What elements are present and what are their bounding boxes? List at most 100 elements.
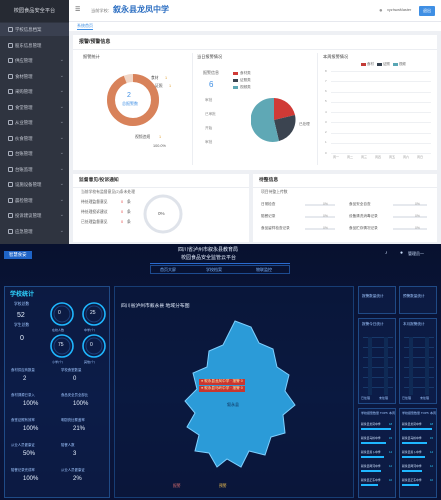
dashboard-screen: 智慧食安 四川省泸州市叙永县教育局 校园食品安全监管云平台 首页大屏 学校档案 …	[0, 244, 441, 500]
pie-row-0: 审批	[205, 98, 213, 102]
bell-icon[interactable]: ♪	[385, 250, 388, 256]
nav-tab-0[interactable]: 首页大屏	[160, 267, 176, 272]
stats-s1-label: 学校总数	[14, 302, 30, 306]
top5-bar	[361, 442, 386, 444]
sidebar-item[interactable]: 投诉建议管理 ⌄	[0, 209, 69, 222]
top5-school[interactable]: 叙永县龙凤中学	[402, 422, 422, 426]
y-tick-label: 3	[325, 119, 327, 124]
top5-value: 14	[389, 450, 393, 454]
nav-tab-1[interactable]: 学校档案	[206, 267, 222, 272]
menu-toggle-icon[interactable]: ☰	[75, 7, 81, 13]
map-tag-0[interactable]: ● 叙永县龙凤中学 · 报警 0	[199, 379, 245, 385]
chevron-down-icon: ⌄	[59, 150, 64, 156]
chevron-down-icon: ⌄	[59, 196, 64, 203]
menu-item-icon	[8, 120, 13, 125]
stat-grid-label: 明厨亮灶覆盖率	[61, 418, 85, 422]
sidebar-item-label: 投诉建议管理	[15, 213, 42, 218]
y-tick-label: 0	[325, 150, 327, 155]
avatar[interactable]: ●	[379, 8, 383, 14]
stat-grid-value: 50%	[23, 451, 36, 457]
stat-ring-value: 75	[58, 342, 64, 348]
tab-bar: 系统首页	[69, 22, 441, 31]
top5-school[interactable]: 叙永县正东中学	[402, 478, 422, 482]
top5-school[interactable]: 叙永县落卜中学	[402, 450, 422, 454]
top5-bar	[361, 456, 385, 458]
notify-row-label[interactable]: 已处理监督意见	[81, 220, 108, 224]
sidebar-item[interactable]: 台账监理 ⌄	[0, 163, 69, 176]
donut-legend-2: 视频违规	[135, 135, 151, 139]
task-label: 食品安全自查	[349, 202, 371, 206]
county-map	[184, 320, 296, 468]
notify-row-value: 0	[121, 200, 124, 204]
notify-ring-value: 0%	[158, 211, 165, 216]
sidebar-item[interactable]: 股东信息管理	[0, 39, 69, 52]
gridline	[363, 337, 393, 338]
stats-s1-value: 52	[17, 312, 25, 319]
menu-item-icon	[8, 135, 13, 141]
donut-percent: 100.0%	[153, 144, 166, 148]
task-progress	[393, 204, 427, 206]
gridline	[363, 347, 393, 348]
x-tick-label: 周六	[403, 155, 410, 159]
top5-school[interactable]: 叙永县正东中学	[361, 478, 381, 482]
notify-row-value: 0	[121, 210, 124, 214]
sidebar-item[interactable]: 食堂管理 ⌄	[0, 101, 69, 114]
notify-row-label[interactable]: 待处理投诉建议	[81, 210, 108, 214]
stat-grid-value: 21%	[73, 426, 86, 432]
donut-legend-1-value: 1	[169, 84, 172, 88]
top5-right-title: 学校报警数量 TOP5	[402, 411, 429, 415]
sidebar-item[interactable]: 晨检管理 ⌄	[0, 194, 69, 207]
sidebar-item[interactable]: 伙食管理 ⌄	[0, 132, 69, 145]
sidebar-item[interactable]: 供应管理 ⌄	[0, 54, 69, 67]
gridline	[404, 337, 434, 338]
top5-school[interactable]: 叙永县两河中学	[402, 464, 422, 468]
dashboard-badge[interactable]: 智慧食安	[4, 251, 32, 260]
logout-button[interactable]: 退出	[419, 6, 435, 16]
sidebar-item[interactable]: 从业管理 ⌄	[0, 116, 69, 129]
top5-bar	[402, 428, 432, 430]
alert-donut-chart	[107, 74, 159, 126]
top5-school[interactable]: 叙永县龙凤中学	[361, 422, 381, 426]
nav-tab-2[interactable]: 物联监控	[256, 267, 272, 272]
sidebar-item[interactable]: 台账管理 ⌄	[0, 147, 69, 160]
top5-school[interactable]: 叙永县马岭中学	[402, 436, 422, 440]
task-percent: 0%	[415, 202, 420, 206]
pie-row-3: 审批	[205, 140, 213, 144]
sidebar-item[interactable]: 采购管理 ⌄	[0, 85, 69, 98]
chevron-down-icon: ⌄	[59, 119, 64, 125]
task-label: 日常检查	[261, 202, 276, 206]
bar-legend-1: 证照	[383, 62, 390, 66]
dashboard-user[interactable]: 管理员一	[408, 251, 424, 256]
stat-grid-value: 100%	[23, 476, 39, 482]
avatar-icon[interactable]: ●	[400, 250, 404, 256]
task-percent: 0%	[323, 226, 328, 230]
tab-home[interactable]: 系统首页	[77, 23, 93, 28]
bar-title: 本周报警情况	[323, 54, 349, 59]
x-tick-label: 周三	[361, 155, 368, 159]
top5-school[interactable]: 叙永县马岭中学	[361, 436, 381, 440]
top5-value: 18	[389, 422, 393, 426]
top5-left-panel: 学校报警数量 TOP5 本周 叙永县龙凤中学 18 叙永县马岭中学 15 叙永县…	[358, 408, 396, 498]
sidebar-item[interactable]: 应急管理 ⌄	[0, 225, 69, 238]
map-tag-1[interactable]: ● 叙永县马岭中学 · 报警 0	[199, 386, 245, 392]
donut-legend-0: 食材	[151, 76, 159, 80]
stat-ring	[82, 334, 106, 358]
sidebar-item[interactable]: 食材管理 ⌄	[0, 70, 69, 83]
sidebar-item[interactable]: 学校信息档案	[0, 23, 69, 36]
main-content: 报警/预警信息 报警统计 2 总报警数 食材 1 证照 1 视频违规 1 100…	[69, 31, 441, 244]
task-percent: 0%	[415, 214, 420, 218]
bar-track	[384, 337, 388, 395]
y-tick-label: 6	[325, 89, 327, 93]
sidebar-item-label: 食材管理	[15, 73, 33, 79]
sidebar-item[interactable]: 设施设备管理 ⌄	[0, 178, 69, 191]
top5-school[interactable]: 叙永县两河中学	[361, 464, 381, 468]
top5-left-range[interactable]: 本周	[389, 411, 396, 415]
map-county-label: 叙永县	[227, 402, 239, 407]
user-name[interactable]: xyzhwaMaster	[387, 8, 412, 12]
top5-right-range[interactable]: 本周	[430, 411, 437, 415]
top5-value: 15	[389, 436, 393, 440]
alert-card-title: 报警/预警信息	[79, 39, 111, 45]
top5-school[interactable]: 叙永县落卜中学	[361, 450, 381, 454]
notify-row-label[interactable]: 待处理监督意见	[81, 200, 108, 204]
x-tick-label: 周一	[333, 155, 340, 159]
